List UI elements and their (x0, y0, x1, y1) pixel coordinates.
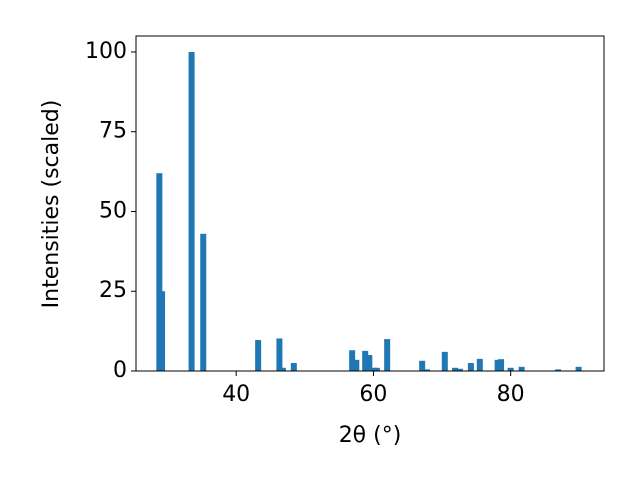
bar (498, 359, 505, 371)
y-tick-label: 50 (99, 198, 127, 223)
bar (423, 369, 430, 371)
x-tick-label: 40 (222, 382, 250, 407)
y-axis-label: Intensities (scaled) (39, 100, 64, 309)
bar (255, 340, 262, 371)
bar (518, 366, 525, 371)
bar (452, 367, 459, 371)
bar (290, 363, 297, 371)
y-tick-label: 0 (113, 358, 127, 383)
bar (476, 358, 483, 371)
bar (467, 363, 474, 371)
bar (362, 350, 369, 371)
bar (188, 51, 195, 371)
x-tick-label: 80 (497, 382, 525, 407)
bar (353, 359, 360, 371)
bar (276, 338, 283, 371)
bar (555, 369, 562, 371)
plot-frame (135, 35, 605, 372)
bar (279, 367, 286, 371)
x-axis-label: 2θ (°) (339, 423, 402, 448)
bar (159, 291, 166, 371)
bar (373, 367, 380, 371)
bar (419, 360, 426, 371)
x-tick-label: 60 (359, 382, 387, 407)
bar (349, 350, 356, 371)
bar (507, 367, 514, 371)
bar (494, 359, 501, 371)
bar (441, 351, 448, 371)
y-tick-label: 100 (85, 39, 127, 64)
bar (200, 233, 207, 371)
bar (384, 339, 391, 371)
bar (575, 366, 582, 371)
bar (366, 355, 373, 371)
y-tick-label: 25 (99, 278, 127, 303)
y-tick-label: 75 (99, 119, 127, 144)
bar (156, 173, 163, 371)
bar (456, 368, 463, 371)
